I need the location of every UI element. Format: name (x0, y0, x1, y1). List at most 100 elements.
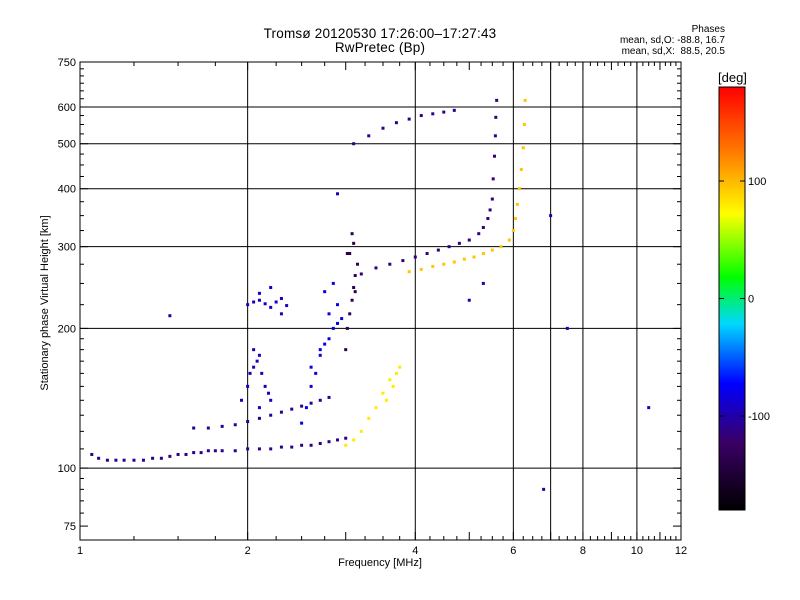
data-point (515, 202, 519, 206)
data-point (266, 391, 270, 395)
data-point (542, 487, 546, 491)
data-point (336, 438, 340, 442)
data-point (122, 458, 126, 462)
data-point (285, 304, 289, 308)
data-point (141, 458, 145, 462)
data-point (90, 452, 94, 456)
data-point (394, 121, 398, 125)
data-point (367, 416, 371, 420)
data-point (290, 407, 294, 411)
data-point (511, 229, 515, 233)
data-point (348, 312, 352, 316)
data-point (233, 423, 237, 427)
data-point (359, 429, 363, 433)
data-point (391, 384, 395, 388)
data-point (344, 436, 348, 440)
data-point (318, 353, 322, 357)
y-tick-label: 75 (64, 521, 76, 533)
data-point (452, 108, 456, 112)
data-point (199, 451, 203, 455)
data-point (495, 98, 499, 102)
data-point (481, 252, 485, 256)
data-point (490, 248, 494, 252)
data-point (374, 406, 378, 410)
data-point (252, 300, 256, 304)
data-point (350, 298, 354, 302)
data-point (388, 378, 392, 382)
data-point (340, 317, 344, 321)
data-point (309, 384, 313, 388)
data-point (352, 286, 356, 290)
data-point (327, 395, 331, 399)
x-tick-label: 8 (580, 545, 586, 557)
data-point (327, 440, 331, 444)
data-points-layer (90, 98, 651, 491)
colorbar-tick-label: 100 (748, 176, 766, 188)
data-point (374, 266, 378, 270)
data-point (345, 252, 349, 256)
data-point (252, 348, 256, 352)
data-point (481, 281, 485, 285)
x-tick-label: 6 (510, 545, 516, 557)
data-point (309, 443, 313, 447)
data-point (331, 281, 335, 285)
data-point (407, 270, 411, 274)
data-point (290, 445, 294, 449)
data-point (159, 456, 163, 460)
data-point (467, 238, 471, 242)
data-point (442, 262, 446, 266)
data-point (345, 326, 349, 330)
data-point (488, 208, 492, 212)
data-point (331, 326, 335, 330)
data-point (356, 262, 360, 266)
data-point (462, 257, 466, 261)
data-point (279, 312, 283, 316)
data-point (206, 449, 210, 453)
data-point (260, 371, 264, 375)
data-point (413, 255, 417, 259)
data-point (269, 286, 273, 290)
data-point (279, 445, 283, 449)
data-point (269, 305, 273, 309)
data-point (381, 391, 385, 395)
data-point (327, 337, 331, 341)
data-point (477, 232, 481, 236)
data-point (367, 134, 371, 138)
data-point (452, 260, 456, 264)
y-tick-label: 500 (58, 139, 76, 151)
data-point (257, 298, 261, 302)
data-point (192, 451, 196, 455)
data-point (481, 225, 485, 229)
data-point (492, 154, 496, 158)
data-point (105, 458, 109, 462)
x-tick-label: 1 (77, 545, 83, 557)
data-point (344, 348, 348, 352)
data-point (388, 262, 392, 266)
data-point (327, 312, 331, 316)
data-point (494, 115, 498, 119)
data-point (252, 365, 256, 369)
data-point (220, 449, 224, 453)
data-point (523, 98, 527, 102)
data-point (97, 456, 101, 460)
data-point (323, 342, 327, 346)
data-point (336, 321, 340, 325)
data-point (213, 449, 217, 453)
data-point (394, 371, 398, 375)
data-point (257, 416, 261, 420)
data-point (521, 146, 525, 150)
data-point (517, 187, 521, 191)
data-point (353, 290, 357, 294)
data-point (263, 384, 267, 388)
data-point (279, 410, 283, 414)
data-point (309, 401, 313, 405)
data-point (352, 241, 356, 245)
data-point (457, 241, 461, 245)
chart-title: Tromsø 20120530 17:26:00–17:27:43 (263, 26, 497, 41)
y-axis-label: Stationary phase Virtual Height [km] (39, 215, 51, 391)
data-point (425, 252, 429, 256)
data-point (274, 300, 278, 304)
data-point (184, 452, 188, 456)
data-point (240, 398, 244, 402)
